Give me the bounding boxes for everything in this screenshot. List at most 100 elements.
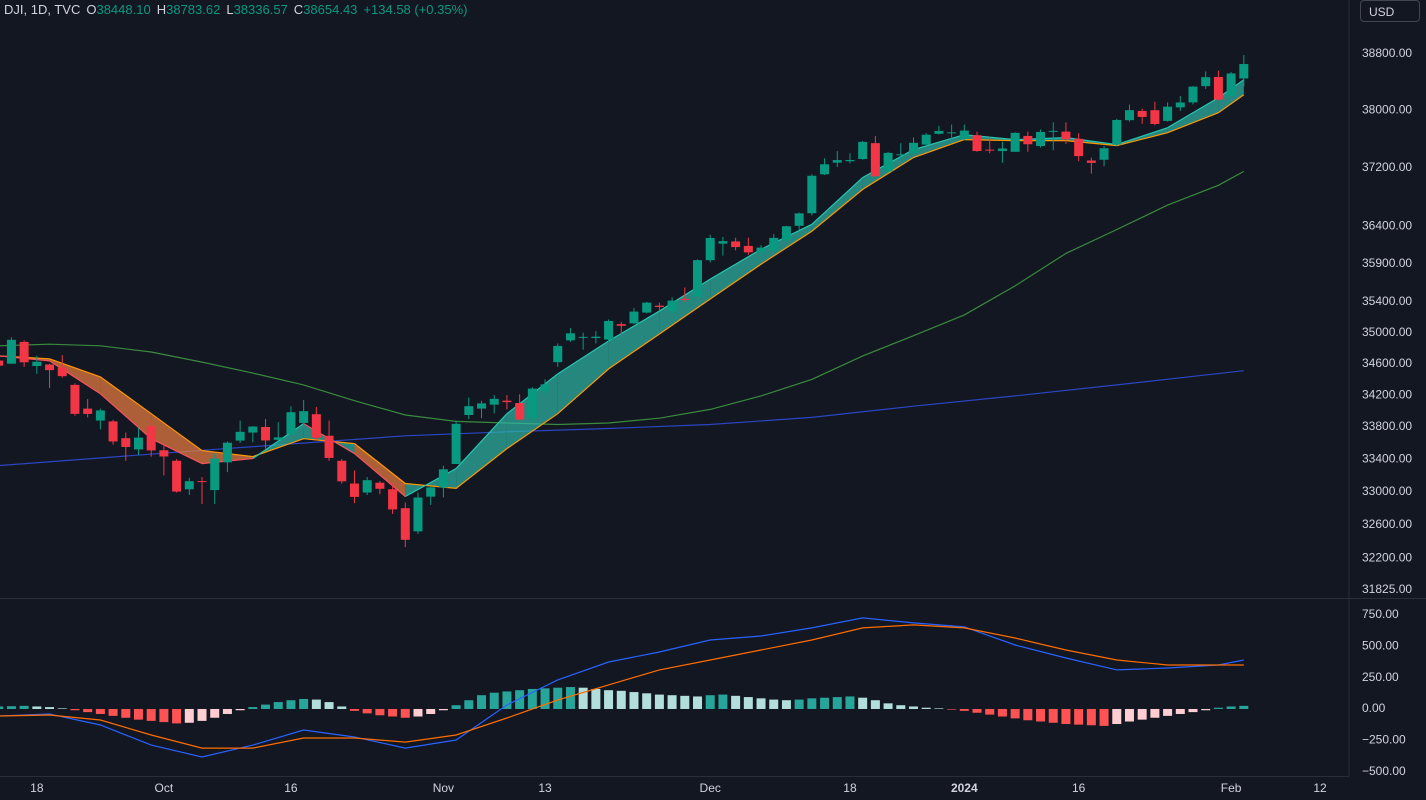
y-tick-label: 34200.00 bbox=[1362, 387, 1412, 401]
candle-body bbox=[57, 367, 67, 377]
candle-body bbox=[515, 403, 525, 420]
histogram-bar bbox=[19, 705, 29, 709]
candle-body bbox=[362, 480, 372, 493]
histogram-bar bbox=[794, 699, 804, 709]
histogram-bar bbox=[1137, 708, 1147, 720]
histogram-bar bbox=[159, 708, 169, 723]
histogram-bar bbox=[731, 695, 741, 709]
histogram-bar bbox=[146, 708, 156, 721]
candle-body bbox=[1188, 86, 1198, 103]
candle-body bbox=[527, 388, 537, 419]
histogram-bar bbox=[1036, 708, 1046, 722]
histogram-bar bbox=[1226, 706, 1236, 709]
candle-body bbox=[108, 421, 118, 442]
histogram-bar bbox=[413, 708, 423, 717]
currency-button[interactable]: USD bbox=[1360, 0, 1420, 22]
ribbon-fill bbox=[913, 134, 965, 158]
y-tick-label: 34600.00 bbox=[1362, 356, 1412, 370]
histogram-bar bbox=[375, 708, 385, 716]
histogram-bar bbox=[667, 695, 677, 709]
histogram-bar bbox=[451, 705, 461, 709]
candle-body bbox=[184, 481, 194, 490]
y-tick-label: −250.00 bbox=[1362, 732, 1406, 746]
histogram-bar bbox=[947, 708, 957, 710]
histogram-bar bbox=[6, 706, 16, 709]
ohlc-label: O bbox=[86, 2, 97, 17]
candle-body bbox=[959, 130, 969, 139]
axes: 38800.00 38000.00 37200.00 36400.00 35900.00… bbox=[30, 46, 1412, 795]
candle-body bbox=[718, 241, 728, 244]
histogram-bar bbox=[807, 698, 817, 709]
histogram-bar bbox=[769, 699, 779, 709]
candle-body bbox=[464, 406, 474, 415]
candle-body bbox=[159, 450, 169, 457]
y-tick-label: 32600.00 bbox=[1362, 517, 1412, 531]
y-tick-label: 0.00 bbox=[1362, 701, 1386, 715]
candle-body bbox=[870, 143, 880, 177]
histogram-bar bbox=[133, 708, 143, 720]
histogram-bar bbox=[83, 708, 93, 713]
candle-body bbox=[604, 320, 614, 340]
candle-body bbox=[947, 132, 957, 134]
candle-body bbox=[832, 160, 842, 163]
line bbox=[0, 617, 1244, 758]
ribbon-fast bbox=[49, 360, 101, 395]
histogram-bar bbox=[883, 703, 893, 709]
candle-body bbox=[883, 152, 893, 172]
legend: DJI, 1D, TVC O 38448.10 H 38783.62 L 38336.57… bbox=[4, 2, 474, 17]
candle-body bbox=[1124, 110, 1134, 121]
histogram-bar bbox=[1163, 708, 1173, 716]
candle-body bbox=[591, 336, 601, 339]
candle-body bbox=[502, 400, 512, 403]
histogram-bar bbox=[578, 687, 588, 709]
candle-body bbox=[222, 442, 232, 463]
candle-body bbox=[921, 134, 931, 145]
ribbon-fast bbox=[557, 340, 609, 375]
y-tick-label: 35900.00 bbox=[1362, 256, 1412, 270]
candle-body bbox=[807, 175, 817, 214]
candle-body bbox=[845, 159, 855, 162]
candle-body bbox=[540, 384, 550, 392]
candle-body bbox=[1048, 130, 1058, 132]
candle-body bbox=[616, 324, 626, 326]
candle-body bbox=[642, 302, 652, 313]
candle-body bbox=[477, 403, 487, 409]
histogram-bar bbox=[654, 694, 664, 709]
candle-body bbox=[0, 360, 4, 366]
y-tick-label: 500.00 bbox=[1362, 639, 1399, 653]
ribbon-fast bbox=[1167, 97, 1219, 129]
ribbon-fast bbox=[99, 393, 152, 440]
y-tick-label: 36400.00 bbox=[1362, 219, 1412, 233]
histogram-bar bbox=[286, 700, 296, 709]
histogram-bar bbox=[781, 700, 791, 709]
histogram-bar bbox=[540, 688, 550, 709]
histogram-bar bbox=[426, 708, 436, 714]
histogram-bar bbox=[718, 694, 728, 709]
histogram-bar bbox=[489, 692, 499, 709]
candle-body bbox=[172, 460, 182, 492]
candle-body bbox=[908, 142, 918, 154]
y-tick-label: −500.00 bbox=[1362, 764, 1406, 778]
candle-body bbox=[438, 469, 448, 488]
histogram-bar bbox=[921, 707, 931, 709]
histogram-bar bbox=[502, 691, 512, 709]
histogram-bar bbox=[680, 695, 690, 709]
candle-body bbox=[769, 237, 779, 251]
candle-body bbox=[629, 311, 639, 324]
histogram-bar bbox=[388, 708, 398, 717]
candle-body bbox=[578, 336, 588, 338]
histogram-bar bbox=[553, 687, 563, 709]
y-tick-label: 33400.00 bbox=[1362, 451, 1412, 465]
candle-body bbox=[1201, 77, 1211, 87]
candle-body bbox=[1213, 76, 1223, 100]
histogram-bar bbox=[400, 708, 410, 718]
candle-body bbox=[1074, 138, 1084, 157]
histogram-bar bbox=[565, 687, 575, 709]
histogram-bar bbox=[591, 688, 601, 709]
candle-body bbox=[273, 437, 283, 440]
histogram-bar bbox=[997, 708, 1007, 717]
histogram-bar bbox=[464, 700, 474, 709]
y-tick-label: 38800.00 bbox=[1362, 46, 1412, 60]
candle-body bbox=[210, 458, 220, 491]
